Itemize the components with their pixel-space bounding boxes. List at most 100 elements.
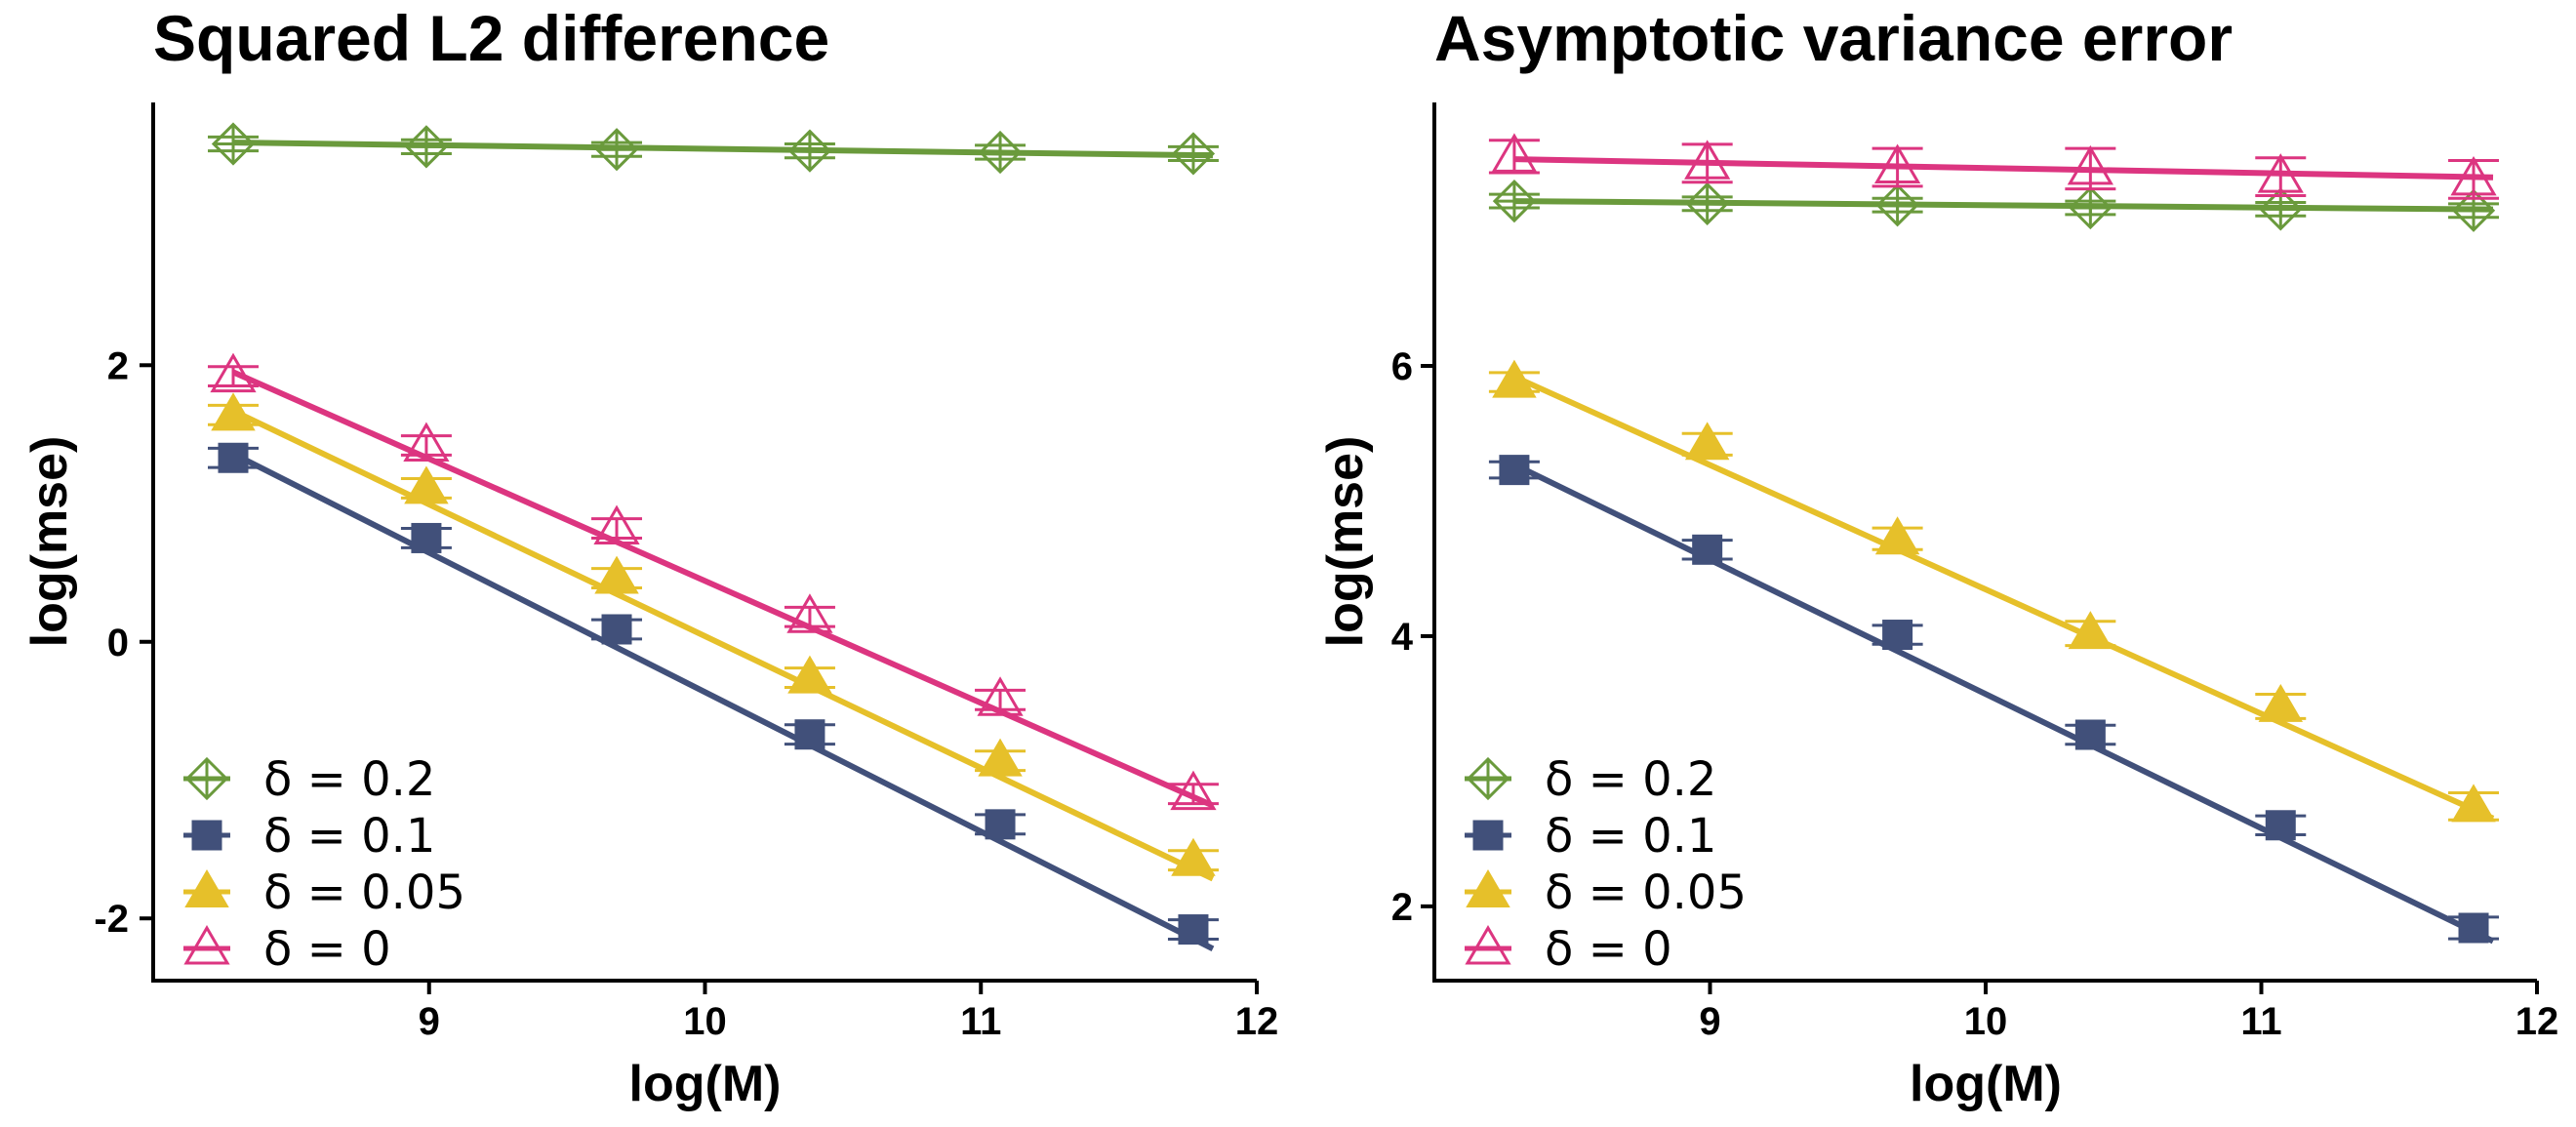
x-tick-label: 10 xyxy=(1964,1000,2008,1043)
data-point xyxy=(1171,132,1216,176)
legend-item: δ = 0.05 xyxy=(1465,865,1747,920)
legend-marker xyxy=(1466,756,1510,801)
data-point xyxy=(1491,133,1538,173)
y-tick-label: 4 xyxy=(1391,616,1414,659)
data-point xyxy=(2265,810,2296,841)
series-2 xyxy=(1488,455,2500,945)
data-point xyxy=(211,122,256,166)
data-point xyxy=(787,129,832,173)
data-point xyxy=(411,522,442,553)
data-point xyxy=(1873,143,1921,183)
data-point xyxy=(985,809,1016,840)
x-tick-label: 11 xyxy=(960,1000,1001,1043)
data-point xyxy=(404,125,449,169)
data-point xyxy=(594,555,639,594)
data-point xyxy=(593,504,640,545)
data-point xyxy=(403,422,450,462)
data-point xyxy=(210,352,257,393)
legend-label: δ = 0.2 xyxy=(263,752,435,807)
x-axis-label: log(M) xyxy=(629,1056,782,1112)
data-point xyxy=(978,738,1023,777)
series-1 xyxy=(1488,179,2500,232)
legend-marker xyxy=(1466,869,1510,907)
series-4 xyxy=(1488,133,2500,200)
legend-item: δ = 0.2 xyxy=(1465,752,1716,807)
legend-marker xyxy=(184,756,229,801)
legend-label: δ = 0 xyxy=(1545,922,1672,977)
error-bar xyxy=(1488,139,1540,175)
x-tick-label: 12 xyxy=(2516,1000,2559,1043)
data-point xyxy=(1882,620,1913,651)
data-point xyxy=(1875,183,1919,227)
series-1 xyxy=(207,122,1219,176)
data-point xyxy=(1874,516,1920,555)
y-tick-label: 6 xyxy=(1391,345,1413,388)
legend-marker xyxy=(184,869,229,907)
data-point xyxy=(1684,140,1731,180)
data-point xyxy=(1170,770,1217,811)
x-tick-label: 12 xyxy=(1235,1000,1279,1043)
data-point xyxy=(977,676,1024,716)
fit-line xyxy=(1512,462,2495,945)
x-tick-label: 9 xyxy=(1699,1000,1720,1043)
data-point xyxy=(1178,914,1209,946)
legend-label: δ = 0.2 xyxy=(1545,752,1716,807)
y-tick-label: -2 xyxy=(94,898,129,941)
y-tick-label: 2 xyxy=(107,344,129,387)
chart-title: Asymptotic variance error xyxy=(1434,2,2233,74)
legend-marker xyxy=(1465,925,1511,965)
data-point xyxy=(2067,144,2113,185)
chart-title: Squared L2 difference xyxy=(153,2,829,74)
y-tick-label: 2 xyxy=(1391,886,1413,929)
legend-label: δ = 0.05 xyxy=(1545,865,1747,920)
legend-item: δ = 0.2 xyxy=(183,752,435,807)
data-point xyxy=(786,593,833,633)
legend-item: δ = 0 xyxy=(183,922,391,977)
data-point xyxy=(2458,912,2489,944)
series-4 xyxy=(207,352,1219,811)
x-tick-label: 9 xyxy=(419,1000,440,1043)
x-tick-label: 10 xyxy=(683,1000,727,1043)
legend-marker xyxy=(191,820,222,851)
data-point xyxy=(1684,422,1730,461)
fit-line xyxy=(1512,374,2495,822)
data-point xyxy=(2258,683,2304,722)
data-point xyxy=(794,719,825,750)
legend: δ = 0.2δ = 0.1δ = 0.05δ = 0 xyxy=(183,752,465,977)
fit-line xyxy=(232,140,1214,159)
x-axis-label: log(M) xyxy=(1910,1056,2062,1112)
data-point xyxy=(601,614,632,645)
data-point xyxy=(594,128,639,172)
data-point xyxy=(218,442,249,473)
y-axis-label: log(mse) xyxy=(1317,436,1374,648)
legend-label: δ = 0.1 xyxy=(1545,809,1716,864)
y-tick-label: 0 xyxy=(107,622,129,664)
chart-panel-1: Squared L2 difference -2 0 2 9 10 11 12 log(M) lo… xyxy=(21,2,1278,1112)
legend: δ = 0.2δ = 0.1δ = 0.05δ = 0 xyxy=(1465,752,1747,977)
series-2 xyxy=(207,442,1219,951)
fit-line xyxy=(231,369,1215,809)
data-point xyxy=(1499,455,1530,486)
legend-label: δ = 0.05 xyxy=(263,865,465,920)
data-point xyxy=(787,655,832,694)
legend-marker xyxy=(183,925,230,965)
fit-line xyxy=(231,451,1215,951)
legend-item: δ = 0 xyxy=(1465,922,1672,977)
data-point xyxy=(2068,611,2113,650)
legend-label: δ = 0 xyxy=(263,922,391,977)
data-point xyxy=(2074,719,2106,750)
data-point xyxy=(211,392,256,431)
data-point xyxy=(2257,153,2304,193)
y-axis-label: log(mse) xyxy=(21,436,78,648)
data-point xyxy=(978,130,1023,175)
data-point xyxy=(2451,784,2496,823)
data-point xyxy=(1171,837,1216,876)
x-tick-label: 11 xyxy=(2240,1000,2281,1043)
legend-marker xyxy=(1472,820,1504,851)
data-point xyxy=(2450,155,2497,196)
fit-line xyxy=(1513,156,2494,181)
legend-item: δ = 0.1 xyxy=(183,809,435,864)
data-point xyxy=(404,465,449,504)
chart-panel-2: Asymptotic variance error 2 4 6 9 10 11 12 log(M… xyxy=(1317,2,2558,1112)
